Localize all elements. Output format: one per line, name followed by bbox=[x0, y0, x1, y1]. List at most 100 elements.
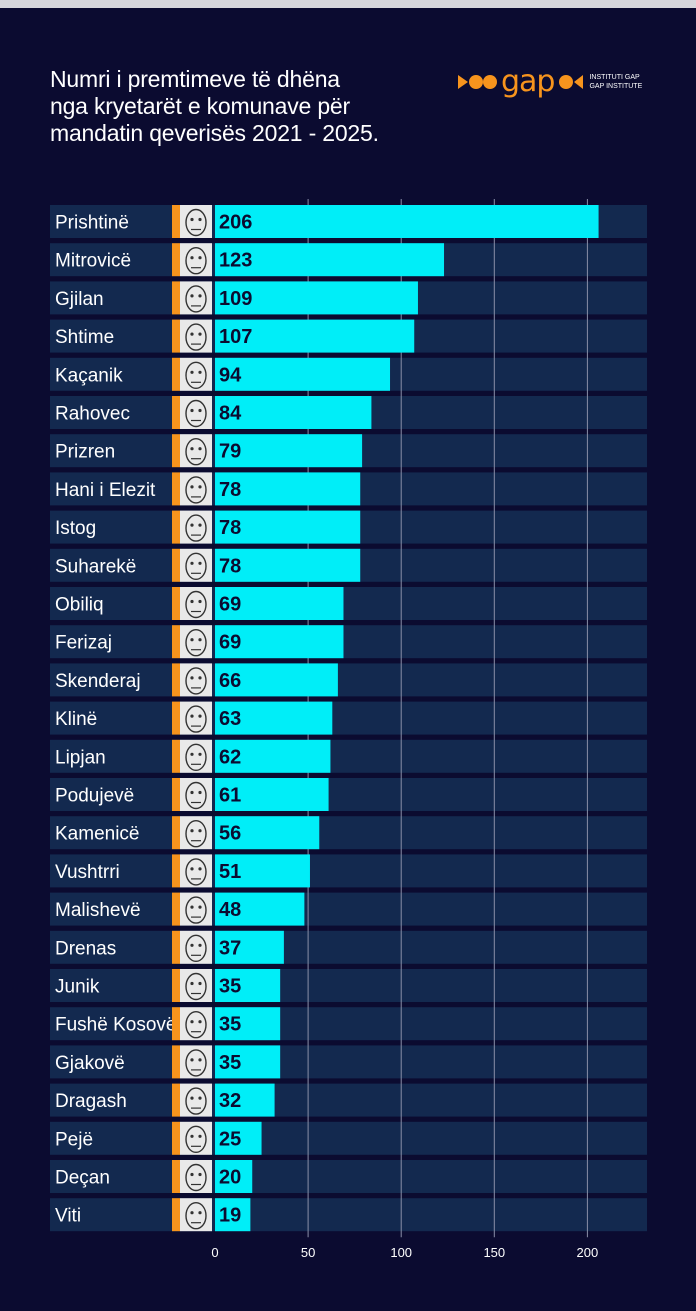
face-eye-icon bbox=[190, 217, 194, 222]
row-band bbox=[50, 625, 647, 659]
face-outline-icon bbox=[185, 858, 207, 886]
face-eye-icon bbox=[198, 561, 202, 565]
portrait-accent bbox=[172, 625, 180, 659]
face-eye-icon bbox=[198, 1134, 202, 1138]
face-outline-icon bbox=[185, 399, 207, 428]
face-eye-icon bbox=[198, 638, 202, 642]
value-label: 78 bbox=[219, 517, 241, 539]
category-label: Kamenicë bbox=[55, 824, 140, 845]
portrait-accent bbox=[172, 778, 180, 811]
bar bbox=[215, 1121, 262, 1155]
face-eye-icon bbox=[190, 1058, 194, 1062]
bar bbox=[215, 434, 363, 468]
bar bbox=[215, 396, 372, 429]
face-eye-icon bbox=[198, 790, 202, 795]
logo-dots-left bbox=[458, 75, 497, 89]
x-tick-label: 150 bbox=[483, 1245, 505, 1260]
portrait-accent bbox=[172, 663, 180, 697]
category-label: Skenderaj bbox=[55, 671, 141, 692]
face-eye-icon bbox=[198, 943, 202, 947]
x-tick-label: 0 bbox=[211, 1245, 218, 1260]
category-label: Podujevë bbox=[55, 786, 134, 807]
bar bbox=[215, 319, 415, 353]
bar bbox=[215, 816, 320, 850]
face-eye-icon bbox=[198, 485, 202, 489]
face-outline-icon bbox=[185, 285, 207, 313]
face-outline-icon bbox=[185, 247, 207, 275]
category-label: Pejë bbox=[55, 1129, 93, 1150]
face-eye-icon bbox=[198, 256, 202, 260]
face-eye-icon bbox=[198, 829, 202, 833]
value-label: 78 bbox=[219, 555, 241, 577]
category-label: Malishevë bbox=[55, 900, 141, 921]
row-band bbox=[50, 1045, 647, 1079]
face-outline-icon bbox=[185, 552, 207, 580]
top-bar bbox=[0, 0, 696, 8]
portrait-accent bbox=[172, 739, 180, 773]
value-label: 35 bbox=[219, 1014, 241, 1036]
gap-logo: gap INSTITUTI GAP GAP INSTITUTE bbox=[456, 66, 642, 98]
portrait-accent bbox=[172, 357, 180, 391]
category-label: Gjilan bbox=[55, 289, 104, 310]
face-eye-icon bbox=[190, 790, 194, 795]
title-line-3: mandatin qeverisës 2021 - 2025. bbox=[50, 120, 379, 146]
face-outline-icon bbox=[185, 743, 207, 771]
face-outline-icon bbox=[185, 208, 207, 237]
portrait-accent bbox=[172, 930, 180, 964]
portrait-accent bbox=[172, 701, 180, 735]
portrait-accent bbox=[172, 396, 180, 429]
face-eye-icon bbox=[198, 714, 202, 718]
row-band bbox=[50, 739, 647, 773]
bar bbox=[215, 548, 361, 582]
category-label: Klinë bbox=[55, 709, 97, 730]
logo-dots-right bbox=[559, 75, 584, 89]
face-eye-icon bbox=[190, 867, 194, 871]
chart-title: Numri i premtimeve të dhëna nga kryetarë… bbox=[50, 66, 430, 147]
face-outline-icon bbox=[185, 934, 207, 962]
face-eye-icon bbox=[198, 1020, 202, 1024]
category-label: Prishtinë bbox=[55, 213, 129, 234]
value-label: 62 bbox=[219, 746, 241, 768]
x-tick-label: 100 bbox=[390, 1245, 412, 1260]
face-eye-icon bbox=[190, 370, 194, 374]
face-eye-icon bbox=[198, 752, 202, 756]
bar bbox=[215, 510, 361, 544]
face-outline-icon bbox=[185, 1087, 207, 1115]
row-band bbox=[50, 854, 647, 888]
face-eye-icon bbox=[198, 294, 202, 298]
value-label: 79 bbox=[219, 441, 241, 463]
face-eye-icon bbox=[190, 294, 194, 298]
face-outline-icon bbox=[185, 629, 207, 657]
value-label: 61 bbox=[219, 785, 241, 807]
value-label: 109 bbox=[219, 288, 252, 310]
face-eye-icon bbox=[190, 943, 194, 947]
value-label: 94 bbox=[219, 364, 242, 386]
bar bbox=[215, 281, 418, 315]
category-label: Deçan bbox=[55, 1168, 110, 1189]
face-eye-icon bbox=[190, 408, 194, 413]
bar bbox=[215, 663, 338, 697]
row-band bbox=[50, 701, 647, 735]
row-band bbox=[50, 1083, 647, 1117]
value-label: 32 bbox=[219, 1090, 241, 1112]
bar bbox=[215, 625, 344, 659]
face-eye-icon bbox=[190, 752, 194, 756]
category-label: Suharekë bbox=[55, 556, 136, 577]
face-outline-icon bbox=[185, 361, 207, 389]
row-band bbox=[50, 1121, 647, 1155]
face-eye-icon bbox=[190, 1211, 194, 1215]
logo-word: gap bbox=[501, 64, 555, 99]
logo-subtitle: INSTITUTI GAP GAP INSTITUTE bbox=[589, 73, 642, 91]
row-band bbox=[50, 969, 647, 1002]
face-eye-icon bbox=[190, 676, 194, 680]
row-band bbox=[50, 892, 647, 926]
row-band bbox=[50, 1160, 647, 1193]
category-label: Mitrovicë bbox=[55, 251, 131, 272]
face-eye-icon bbox=[190, 332, 194, 336]
value-label: 20 bbox=[219, 1167, 241, 1189]
face-eye-icon bbox=[198, 217, 202, 222]
row-band bbox=[50, 1198, 647, 1232]
face-outline-icon bbox=[185, 323, 207, 351]
bar bbox=[215, 1083, 275, 1117]
value-label: 63 bbox=[219, 708, 241, 730]
